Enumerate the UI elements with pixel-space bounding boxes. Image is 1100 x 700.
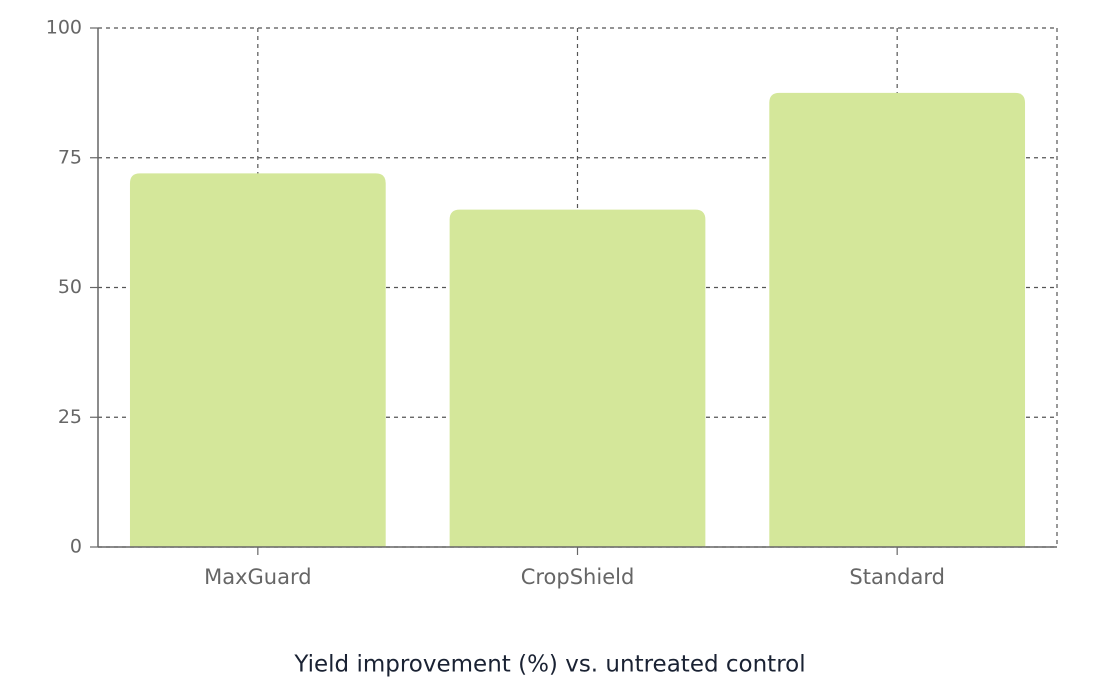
chart-title: Yield improvement (%) vs. untreated cont… (293, 652, 805, 678)
y-tick-label: 25 (58, 406, 82, 428)
x-tick-label: CropShield (521, 565, 635, 589)
bar (129, 173, 386, 547)
bar (449, 209, 706, 547)
y-tick-label: 100 (46, 17, 82, 39)
y-tick-label: 0 (70, 536, 82, 558)
x-tick-label: MaxGuard (204, 565, 311, 589)
y-tick-label: 75 (58, 146, 82, 168)
y-tick-label: 50 (58, 276, 82, 298)
x-tick-label: Standard (849, 565, 945, 589)
bar (769, 92, 1026, 547)
